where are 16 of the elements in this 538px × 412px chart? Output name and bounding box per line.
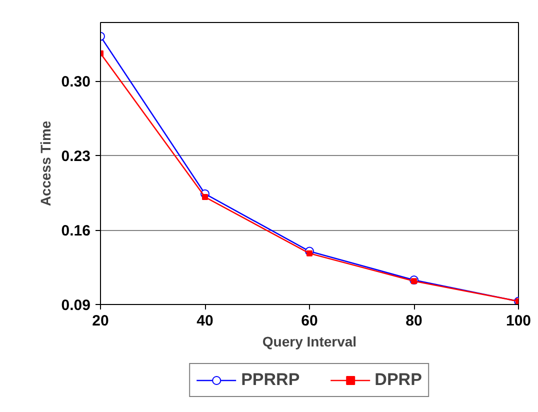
point	[411, 278, 417, 284]
legend-label: PPRRP	[241, 370, 300, 390]
point	[202, 194, 208, 200]
x-tick-label: 80	[406, 312, 422, 330]
legend-label: DPRP	[374, 370, 422, 390]
y-tick-label: 0.16	[61, 222, 91, 240]
point	[306, 250, 312, 256]
y-axis-title: Access Time	[37, 120, 54, 206]
y-tick-label: 0.09	[61, 297, 91, 314]
y-tick-label: 0.30	[61, 74, 91, 91]
x-tick-label: 40	[196, 312, 214, 330]
x-tick-label: 20	[92, 312, 109, 330]
x-tick-label: 100	[506, 312, 532, 330]
y-tick-label: 0.23	[61, 148, 91, 166]
x-tick-label: 60	[301, 312, 318, 330]
x-axis-title: Query Interval	[262, 334, 357, 350]
